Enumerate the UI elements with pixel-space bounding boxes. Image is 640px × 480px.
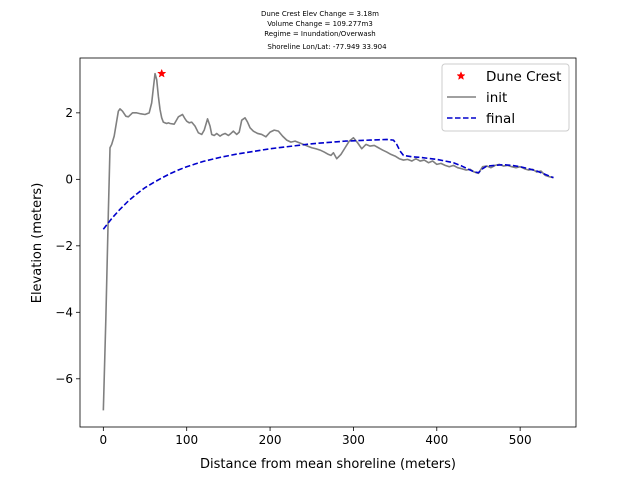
marker-layer: [157, 68, 167, 78]
series-line-final: [102, 138, 554, 230]
legend-box: [441, 63, 570, 132]
legend-entry-dune-crest: Dune Crest: [456, 69, 561, 85]
dune-crest-marker: [157, 68, 167, 78]
x-axis-label: Distance from mean shoreline (meters): [200, 457, 456, 472]
x-tick-label: 100: [175, 433, 198, 447]
y-tick-label: 2: [65, 106, 73, 120]
legend: Dune Crest init final: [441, 63, 570, 132]
series-layer: [102, 72, 554, 411]
x-tick-label: 500: [509, 433, 532, 447]
y-tick-label: −2: [55, 239, 73, 253]
chart-title: Dune Crest Elev Change = 3.18m Volume Ch…: [261, 10, 387, 51]
x-tick-label: 300: [342, 433, 365, 447]
y-axis-label: Elevation (meters): [30, 183, 45, 304]
y-tick-label: −4: [55, 305, 73, 319]
title-line-dune-crest-change: Dune Crest Elev Change = 3.18m: [261, 10, 379, 18]
x-tick-label: 200: [259, 433, 282, 447]
x-axis-ticks: 0 100 200 300 400 500: [100, 427, 532, 447]
series-line-init: [102, 72, 554, 411]
legend-label-final: final: [486, 111, 515, 127]
title-line-shoreline-lonlat: Shoreline Lon/Lat: -77.949 33.904: [267, 43, 387, 51]
plot-frame: [79, 57, 577, 428]
y-tick-label: −6: [55, 372, 73, 386]
legend-label-init: init: [486, 90, 507, 106]
legend-entry-final: final: [447, 111, 515, 127]
x-tick-label: 400: [425, 433, 448, 447]
x-tick-label: 0: [100, 433, 108, 447]
legend-entry-init: init: [447, 90, 507, 106]
y-axis-ticks: −6 −4 −2 0 2: [55, 106, 80, 386]
title-line-regime: Regime = Inundation/Overwash: [264, 30, 376, 38]
y-tick-label: 0: [65, 172, 73, 186]
title-line-volume-change: Volume Change = 109.277m3: [267, 20, 373, 28]
legend-swatch-dune-crest: [456, 71, 466, 80]
legend-label-dune-crest: Dune Crest: [486, 69, 561, 85]
